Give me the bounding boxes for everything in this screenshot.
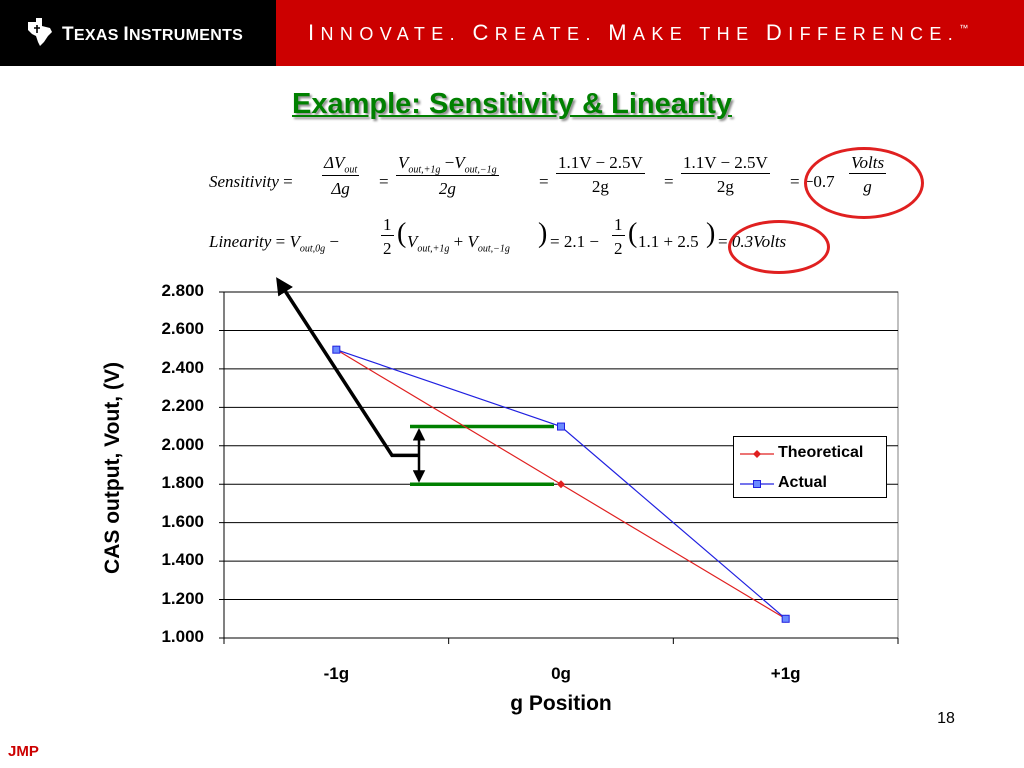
slide-title: Example: Sensitivity & Linearity <box>292 88 732 120</box>
y-tick-label: 1.000 <box>161 627 204 646</box>
y-tick-label: 1.400 <box>161 550 204 570</box>
data-point-theoretical <box>557 480 565 489</box>
sensitivity-result-highlight <box>804 147 924 219</box>
legend-marker-theoretical <box>740 450 774 458</box>
company-name: TEXAS INSTRUMENTS <box>62 24 244 45</box>
y-tick-label: 2.400 <box>161 357 204 377</box>
sensitivity-label: Sensitivity <box>209 172 279 191</box>
y-tick-label: 2.200 <box>161 396 204 416</box>
sensitivity-fraction-values-1: 1.1V − 2.5V 2g <box>556 153 645 196</box>
data-point-actual <box>332 345 341 354</box>
y-tick-label: 1.800 <box>161 473 204 493</box>
tagline-banner: INNOVATE. CREATE. MAKE THE DIFFERENCE.™ <box>276 0 1024 66</box>
legend-item-actual: Actual <box>738 473 884 495</box>
x-tick-label: +1g <box>770 664 801 683</box>
data-point-actual <box>557 422 565 431</box>
legend-item-theoretical: Theoretical <box>738 443 884 465</box>
x-tick-label: -1g <box>323 664 350 683</box>
ti-logo-banner: TEXAS INSTRUMENTS <box>0 0 276 66</box>
pointer-arrow <box>276 277 419 458</box>
chart-legend: Theoretical Actual <box>733 436 887 498</box>
linearity-half-fraction-2: 1 2 <box>612 215 625 258</box>
y-tick-label: 2.600 <box>161 319 204 339</box>
data-point-actual <box>781 614 790 623</box>
page-number: 18 <box>937 710 955 727</box>
texas-state-logo-icon <box>28 18 52 46</box>
author-initials: JMP <box>8 743 39 760</box>
sensitivity-fraction-delta: ΔVout Δg <box>322 153 360 199</box>
y-tick-label: 1.600 <box>161 511 204 531</box>
y-tick-label: 2.800 <box>161 281 204 300</box>
linearity-half-fraction: 1 2 <box>381 215 394 258</box>
tagline: INNOVATE. CREATE. MAKE THE DIFFERENCE.™ <box>308 20 969 45</box>
sensitivity-fraction-vout: Vout,+1g −Vout,−1g 2g <box>396 153 499 199</box>
y-tick-label: 2.000 <box>161 434 204 454</box>
x-axis-title: g Position <box>510 692 612 715</box>
x-tick-label: 0g <box>551 664 571 683</box>
legend-marker-actual <box>740 480 774 488</box>
y-tick-label: 1.200 <box>161 588 204 608</box>
sensitivity-fraction-values-2: 1.1V − 2.5V 2g <box>681 153 770 196</box>
linearity-result-highlight <box>728 220 830 274</box>
